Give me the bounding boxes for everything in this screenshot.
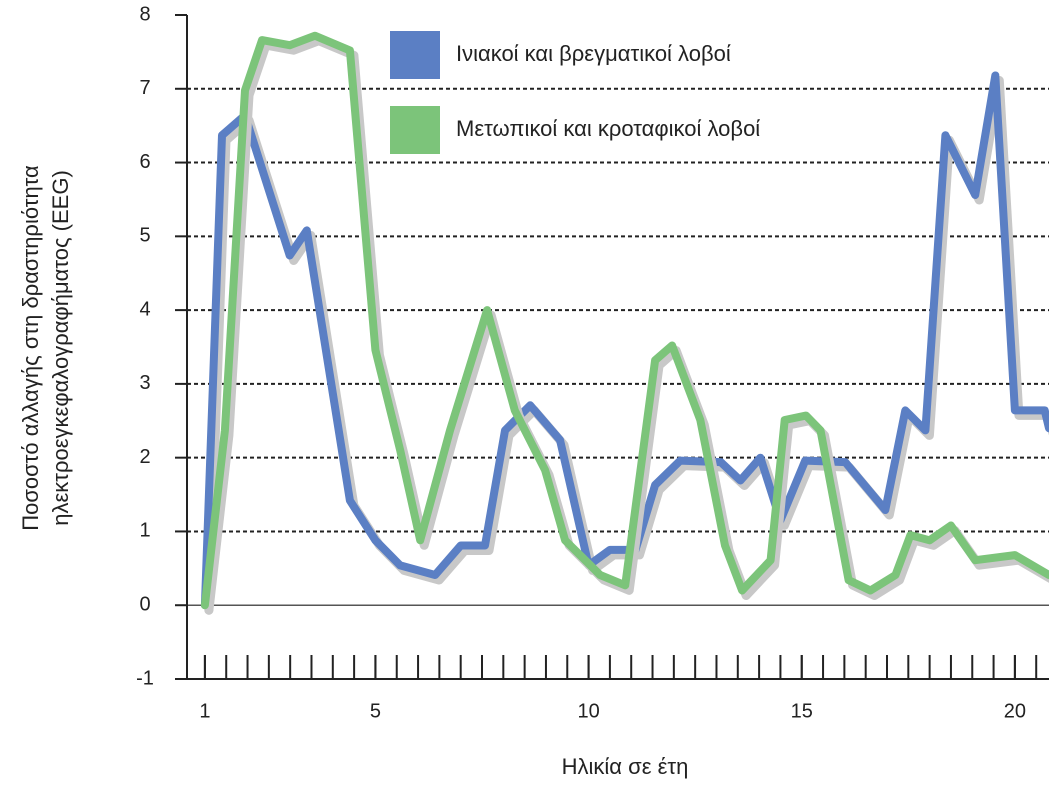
legend-swatch xyxy=(390,106,440,154)
y-tick-label: 8 xyxy=(139,3,150,25)
y-tick-label: 6 xyxy=(139,151,150,173)
x-tick-label: 15 xyxy=(791,700,813,722)
line xyxy=(200,31,1049,610)
x-axis-label: Ηλικία σε έτη xyxy=(562,754,689,779)
y-tick-label: 2 xyxy=(139,446,150,468)
y-tick-label: 7 xyxy=(139,77,150,99)
y-tick-label: 1 xyxy=(139,520,150,542)
line xyxy=(200,71,1049,610)
legend-label: Ινιακοί και βρεγματικοί λοβοί xyxy=(456,41,731,66)
x-tick-label: 1 xyxy=(199,700,210,722)
y-tick-label: 5 xyxy=(139,225,150,247)
plot-area xyxy=(200,31,1049,615)
y-tick-label: -1 xyxy=(136,667,154,689)
y-axis-label: ηλεκτροεγκεφαλογραφήματος (EEG) xyxy=(48,170,73,526)
y-tick-label: 4 xyxy=(139,298,150,320)
y-tick-label: 3 xyxy=(139,372,150,394)
y-axis-label: Ποσοστό αλλαγής στη δραστηριότητα xyxy=(18,165,43,531)
y-tick-label: 0 xyxy=(139,594,150,616)
x-tick-label: 5 xyxy=(370,700,381,722)
x-tick-label: 20 xyxy=(1004,700,1026,722)
x-tick-label: 10 xyxy=(577,700,599,722)
legend-swatch xyxy=(390,31,440,79)
legend-label: Μετωπικοί και κροταφικοί λοβοί xyxy=(456,116,760,141)
